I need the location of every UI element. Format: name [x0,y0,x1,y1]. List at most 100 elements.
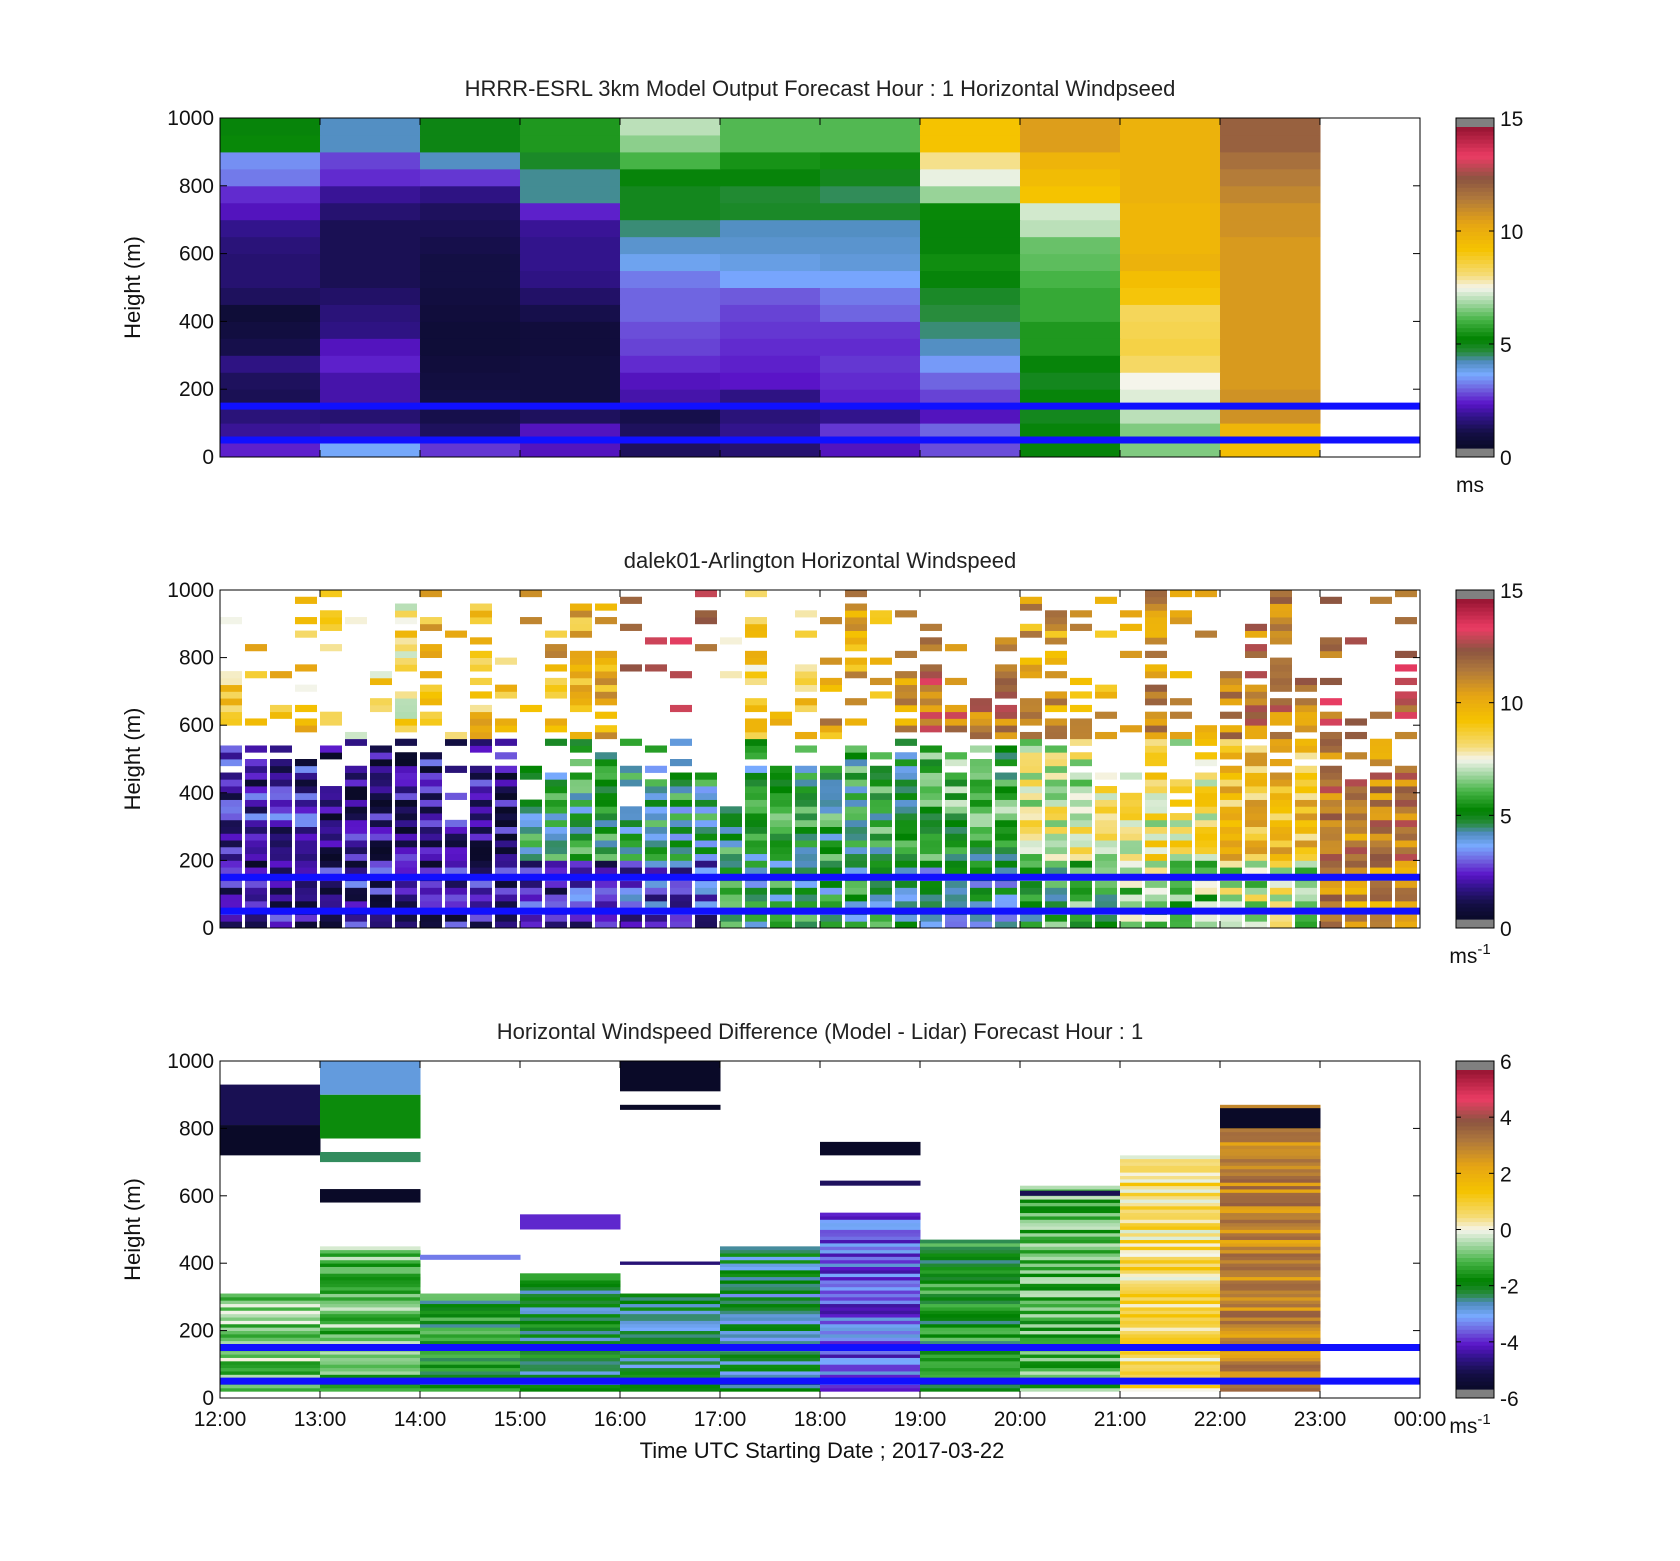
heatmap-cell [320,914,342,922]
heatmap-cell [1295,833,1317,841]
heatmap-cell [620,853,642,861]
heatmap-cell [895,677,917,686]
colorbar-unit-exponent: -1 [1477,1411,1490,1428]
heatmap-cell [1370,806,1392,814]
y-tick-label: 0 [202,1387,214,1410]
heatmap-cell [1370,921,1392,929]
heatmap-cell [1220,1145,1321,1150]
heatmap-cell [520,1371,621,1375]
heatmap-cell [1320,853,1342,861]
heatmap-cell [370,819,392,827]
heatmap-cell [920,1357,1021,1362]
heatmap-cell [1195,786,1217,794]
heatmap-cell [1370,711,1392,719]
heatmap-cell [795,745,817,753]
heatmap-cell [595,806,617,814]
heatmap-cell [720,1303,821,1308]
heatmap-cell [1220,1384,1321,1389]
colorbar-segment [1456,679,1494,684]
heatmap-cell [720,1330,821,1335]
heatmap-cell [220,900,242,909]
heatmap-cell [1120,168,1221,187]
heatmap-cell [1145,914,1167,922]
heatmap-cell [820,1293,921,1298]
heatmap-cell [695,853,717,861]
colorbar-segment [1456,267,1494,273]
heatmap-cell [970,759,992,767]
heatmap-cell [220,718,242,726]
panel-model: HRRR-ESRL 3km Model Output Forecast Hour… [120,76,1523,497]
heatmap-cell [1220,1104,1321,1109]
heatmap-cell [445,894,467,902]
heatmap-cell [545,840,567,848]
heatmap-cell [1170,867,1192,875]
heatmap-cell [820,1387,921,1392]
heatmap-cell [1020,1310,1121,1315]
heatmap-cell [370,677,392,686]
heatmap-cell [1020,118,1121,136]
heatmap-cell [770,867,792,875]
heatmap-cell [1220,1222,1321,1227]
colorbar-segment [1456,763,1494,768]
heatmap-cell [1070,900,1092,909]
heatmap-cell [995,718,1017,726]
heatmap-cell [895,698,917,706]
heatmap-cell [395,630,417,638]
heatmap-cell [470,914,492,922]
heatmap-cell [1120,1280,1221,1284]
colorbar-segment [1456,599,1494,604]
heatmap-cell [570,840,592,848]
heatmap-cell [920,691,942,699]
heatmap-cell [1345,921,1367,929]
heatmap-band [620,1261,721,1265]
heatmap-cell [895,914,917,922]
heatmap-cell [645,786,667,794]
heatmap-cell [1120,389,1221,407]
heatmap-cell [220,1350,321,1355]
colorbar-segment [1456,291,1494,297]
colorbar-segment [1456,131,1494,136]
heatmap-cell [1020,1222,1121,1227]
heatmap-cell [620,1337,721,1342]
colorbar-segment [1456,855,1494,860]
heatmap-cell [320,1310,421,1315]
heatmap-cell [1220,1178,1321,1183]
heatmap-cell [520,1280,621,1284]
heatmap-cell [1320,840,1342,848]
colorbar-segment [1456,675,1494,680]
heatmap-cell [970,921,992,929]
heatmap-cell [720,253,821,272]
heatmap-cell [1320,786,1342,794]
heatmap-cell [770,765,792,773]
heatmap-cell [695,813,717,821]
heatmap-cell [970,833,992,841]
heatmap-cell [1070,833,1092,841]
heatmap-cell [1345,718,1367,726]
heatmap-cell [595,799,617,807]
heatmap-cell [1120,236,1221,255]
heatmap-cell [1320,637,1342,645]
heatmap-cell [820,914,842,922]
heatmap-cell [1220,677,1242,686]
y-tick-label: 200 [179,1320,214,1343]
heatmap-cell [595,752,617,760]
heatmap-cell [1120,304,1221,322]
heatmap-cell [920,1273,1021,1278]
heatmap-cell [820,1310,921,1315]
colorbar-segment [1456,667,1494,672]
heatmap-cell [795,664,817,672]
heatmap-cell [945,894,967,902]
heatmap-cell [1145,623,1167,631]
colorbar-tick-label: 5 [1500,334,1512,357]
heatmap-cell [1120,914,1142,922]
heatmap-cell [445,819,467,827]
heatmap-cell [970,887,992,895]
heatmap-cell [920,725,942,733]
heatmap-cell [845,617,867,625]
heatmap-cell [520,860,542,868]
heatmap-cell [970,806,992,814]
heatmap-cell [1120,118,1221,136]
heatmap-cell [920,840,942,848]
heatmap-cell [995,833,1017,841]
heatmap-cell [370,671,392,679]
